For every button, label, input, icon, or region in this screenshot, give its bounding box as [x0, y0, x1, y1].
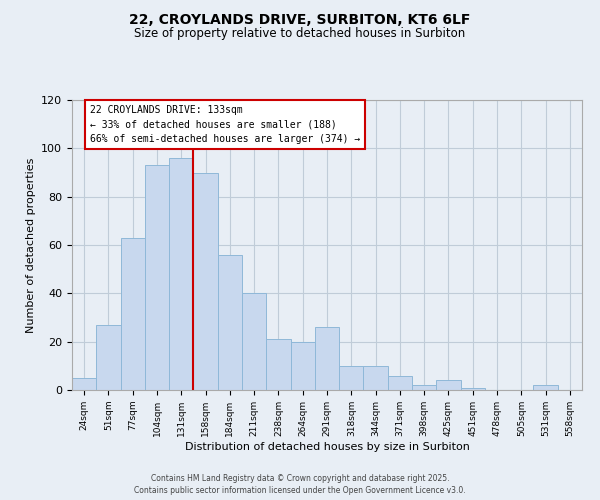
Text: Size of property relative to detached houses in Surbiton: Size of property relative to detached ho… — [134, 28, 466, 40]
Bar — [266, 339, 290, 390]
Bar — [388, 376, 412, 390]
Bar — [412, 385, 436, 390]
Bar — [315, 327, 339, 390]
Bar — [339, 366, 364, 390]
Bar — [72, 378, 96, 390]
Text: 22 CROYLANDS DRIVE: 133sqm
← 33% of detached houses are smaller (188)
66% of sem: 22 CROYLANDS DRIVE: 133sqm ← 33% of deta… — [90, 105, 361, 144]
Bar — [218, 254, 242, 390]
Bar — [290, 342, 315, 390]
Bar — [169, 158, 193, 390]
Bar — [364, 366, 388, 390]
X-axis label: Distribution of detached houses by size in Surbiton: Distribution of detached houses by size … — [185, 442, 469, 452]
Text: Contains HM Land Registry data © Crown copyright and database right 2025.
Contai: Contains HM Land Registry data © Crown c… — [134, 474, 466, 495]
Bar — [193, 172, 218, 390]
Bar — [533, 385, 558, 390]
Bar — [96, 325, 121, 390]
Bar — [242, 294, 266, 390]
Text: 22, CROYLANDS DRIVE, SURBITON, KT6 6LF: 22, CROYLANDS DRIVE, SURBITON, KT6 6LF — [130, 12, 470, 26]
Bar — [145, 166, 169, 390]
Bar — [121, 238, 145, 390]
Y-axis label: Number of detached properties: Number of detached properties — [26, 158, 35, 332]
Bar — [436, 380, 461, 390]
Bar — [461, 388, 485, 390]
